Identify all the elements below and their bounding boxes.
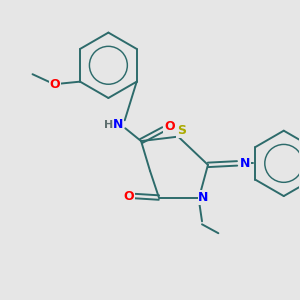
Text: H: H [104,120,113,130]
Text: N: N [198,191,209,204]
Text: O: O [50,78,60,91]
Text: S: S [177,124,186,137]
Text: N: N [240,157,250,170]
Text: N: N [113,118,123,131]
Text: O: O [123,190,134,202]
Text: O: O [164,120,175,133]
